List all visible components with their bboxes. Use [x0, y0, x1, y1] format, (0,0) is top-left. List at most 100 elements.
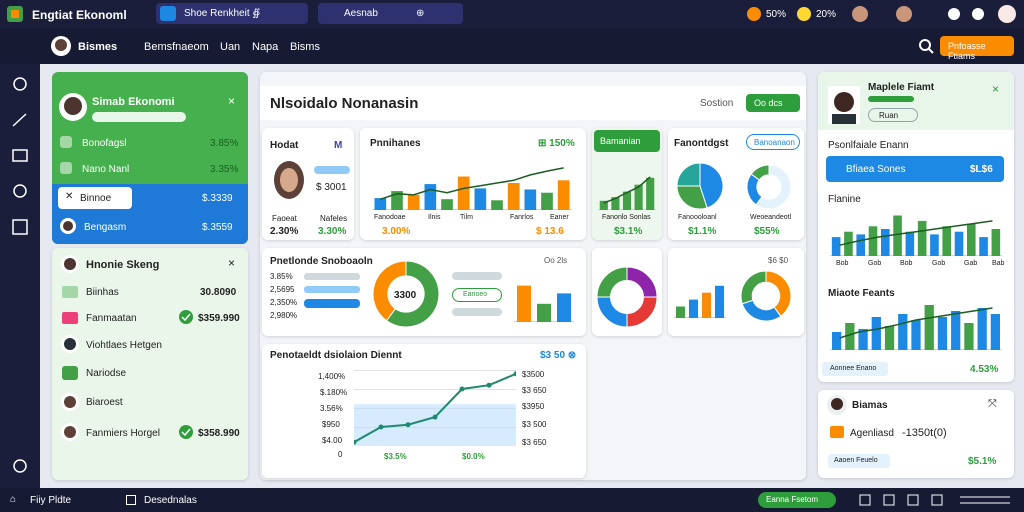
card-badge: M: [334, 140, 343, 151]
card: Hodat M $ 3001 Faoeat Nafeles 2.30% 3.30…: [262, 128, 354, 240]
item-label[interactable]: Fanmiers Horgel: [86, 428, 160, 439]
trend-line: [603, 176, 651, 204]
card-value: $1.1%: [688, 226, 717, 237]
pie-slice: [676, 185, 708, 210]
card: $6 $0: [668, 248, 804, 336]
item-icon: [60, 136, 72, 148]
bar: [424, 184, 437, 210]
item-label[interactable]: Nano Nanl: [82, 164, 130, 175]
footer-button[interactable]: Eanna Fsetom: [758, 492, 836, 508]
avatar: [61, 255, 79, 273]
item-label[interactable]: Biinhas: [86, 287, 119, 298]
corner-label: $3 50 ⊗: [540, 350, 577, 361]
item-value: $5.1%: [968, 456, 997, 467]
item-value: $358.990: [198, 428, 240, 439]
sidebar-icons[interactable]: [0, 43, 40, 488]
nav-link[interactable]: Bisms: [290, 41, 320, 53]
y-label: 1,400%: [318, 372, 346, 381]
footer-icon: [126, 495, 136, 505]
footer-icon[interactable]: ⌂: [10, 494, 17, 505]
search-box[interactable]: Shoe Renkheit ∯: [156, 3, 308, 24]
bar: [537, 303, 551, 322]
trend-line: [839, 307, 993, 339]
x-label: Fanrlos: [510, 214, 534, 221]
placeholder: [452, 308, 502, 316]
panel-title: Simab Ekonomi: [92, 96, 175, 108]
status-pill[interactable]: Ruan: [868, 108, 918, 122]
y2-label: $3950: [522, 402, 545, 411]
card-title: Pnetlonde Snoboaoln: [270, 256, 373, 267]
pill[interactable]: Eanoeo: [452, 288, 502, 302]
card-header[interactable]: Bamanian: [594, 130, 660, 152]
nav-link[interactable]: Bemsfnaeom: [144, 41, 209, 53]
tag[interactable]: Sostion: [700, 98, 734, 109]
footer-link[interactable]: Fiiy Pldte: [30, 495, 72, 506]
corner-label: Oo 2ls: [544, 256, 568, 265]
chart-value: 4.53%: [970, 364, 999, 375]
origin-label: 0: [338, 450, 343, 459]
item-value: 3.35%: [210, 164, 239, 175]
point: [354, 439, 357, 445]
x-label: $3.5%: [384, 452, 407, 461]
close-icon[interactable]: ×: [228, 256, 236, 270]
card-label: Faoeat: [272, 214, 297, 223]
chart-pill[interactable]: Aonnee Enano: [822, 362, 888, 376]
donut-slice: [385, 260, 440, 328]
item-label[interactable]: Nariodse: [86, 368, 127, 379]
donut-slice: [596, 296, 628, 328]
bar: [688, 299, 699, 318]
bar: [474, 188, 487, 210]
point: [378, 424, 384, 430]
sidebar: [0, 43, 40, 488]
footer-icons[interactable]: [850, 492, 1020, 508]
card-title: Hodat: [270, 140, 299, 151]
bar: [831, 237, 841, 256]
close-icon[interactable]: ×: [992, 82, 1000, 96]
nav-link[interactable]: Napa: [252, 41, 279, 53]
right-panel: Maplele Fiamt Ruan × Psonlfaiale Enann B…: [818, 72, 1014, 382]
close-icon[interactable]: ×: [228, 94, 236, 108]
chart-title: Miaote Feants: [828, 288, 895, 299]
card-label: Weoeandeotl: [750, 214, 792, 221]
close-icon[interactable]: ⤧: [988, 398, 997, 410]
bar: [714, 285, 725, 318]
nav-link[interactable]: Uan: [220, 41, 241, 53]
card: Bamanian Fanonlo Sonlas $3.1%: [592, 128, 662, 240]
x-label: Gob: [932, 260, 946, 267]
item-label[interactable]: Bonofagsl: [82, 138, 127, 149]
header-button[interactable]: Oo dcs: [746, 94, 800, 112]
donut-center: 3300: [394, 290, 417, 301]
card-button[interactable]: Banoanaon: [746, 134, 800, 150]
bar: [557, 293, 571, 322]
nav-user[interactable]: Bismes: [78, 41, 118, 53]
nav-button[interactable]: Pnfoasse Ftiams: [940, 36, 1014, 61]
bar: [977, 308, 987, 350]
bar: [524, 189, 537, 210]
row-bar: [304, 299, 360, 308]
pie-chart: [676, 162, 724, 210]
item-label[interactable]: Biaroest: [86, 397, 123, 408]
pill[interactable]: Aaoen Feuelo: [828, 454, 890, 468]
pie-slice: [699, 162, 724, 209]
x-label: Fanodoae: [374, 214, 406, 221]
corner-label: $6 $0: [768, 256, 789, 265]
bar-chart: [674, 285, 726, 318]
item-label[interactable]: Bengasm: [84, 222, 127, 233]
search-icon[interactable]: [918, 38, 934, 54]
search-box[interactable]: Aesnab ⊕: [318, 3, 463, 24]
card: Fanontdgst Banoanaon Fanoooloanl Weoeand…: [668, 128, 804, 240]
selected-item[interactable]: Binnoe ✕: [58, 187, 132, 209]
item-amount: -1350t(0): [902, 427, 947, 439]
footer-link[interactable]: Desednalas: [144, 495, 197, 506]
bar: [599, 200, 608, 210]
bar: [831, 332, 842, 350]
donut-slice: [596, 266, 628, 298]
search-text: Shoe Renkheit ∯: [184, 8, 261, 19]
item-label[interactable]: Viohtlaes Hetgen: [86, 340, 162, 351]
bar: [930, 234, 939, 256]
donut-slice: [741, 299, 782, 322]
highlight-row[interactable]: Bfiaea Sones $L$6: [826, 156, 1004, 182]
item-label[interactable]: Fanmaatan: [86, 313, 137, 324]
donut-slice: [626, 296, 658, 328]
top-icons[interactable]: [850, 4, 1020, 24]
